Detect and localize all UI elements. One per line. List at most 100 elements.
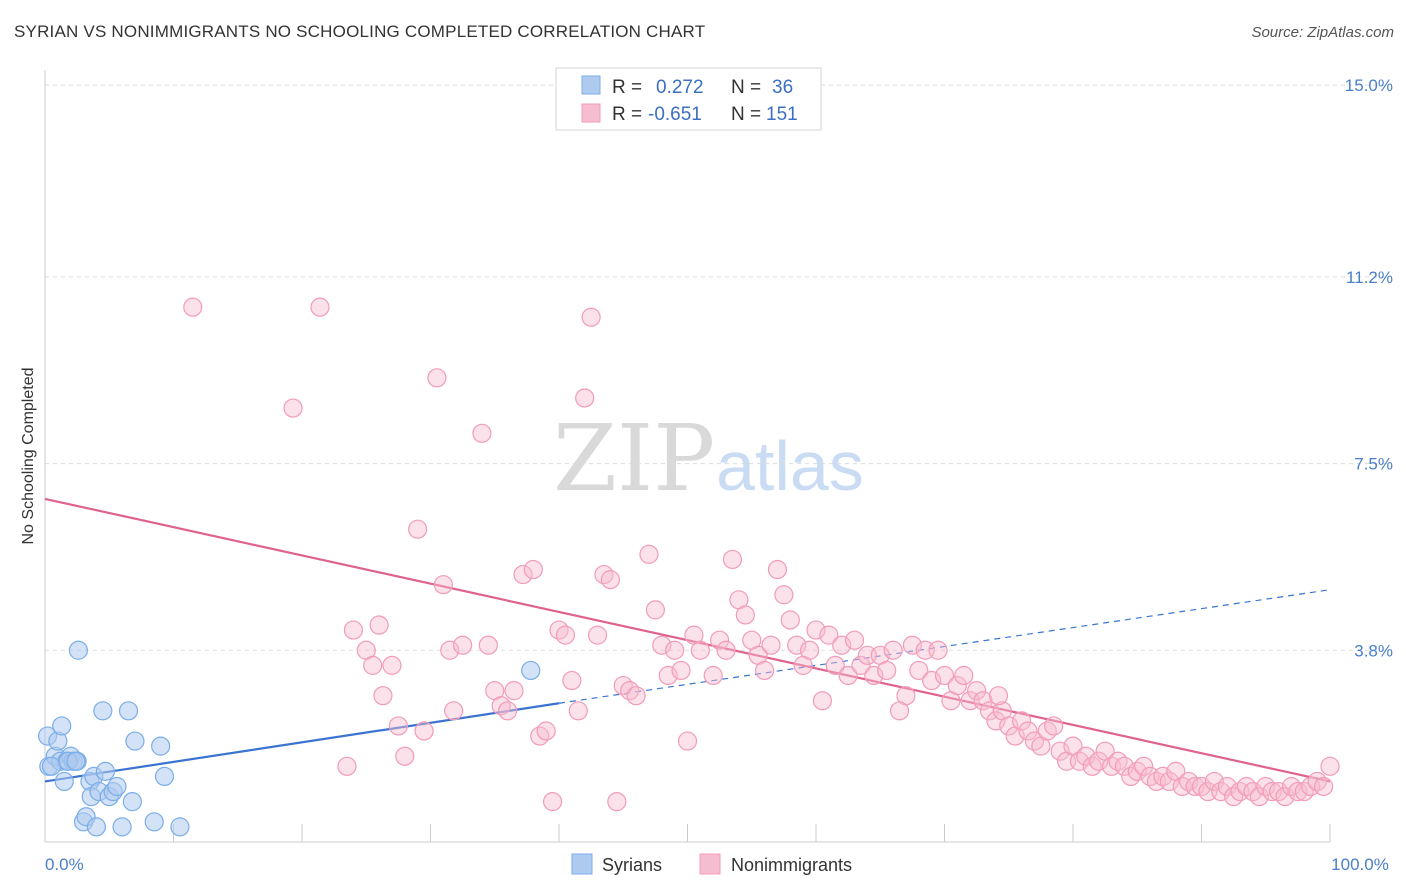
data-point-nonimmigrants xyxy=(988,686,1009,706)
data-point-nonimmigrants xyxy=(1134,756,1154,776)
data-point-nonimmigrants xyxy=(639,544,659,564)
data-point-nonimmigrants xyxy=(677,731,698,751)
data-point-nonimmigrants xyxy=(444,701,464,721)
data-point-nonimmigrants xyxy=(363,655,383,675)
data-point-syrians xyxy=(66,751,86,771)
watermark-zip: ZIP xyxy=(553,405,715,512)
data-point-nonimmigrants xyxy=(587,625,608,645)
data-point-syrians xyxy=(112,817,132,837)
data-point-nonimmigrants xyxy=(1249,786,1269,807)
data-point-nonimmigrants xyxy=(1050,741,1070,761)
data-point-nonimmigrants xyxy=(722,549,743,570)
data-point-nonimmigrants xyxy=(343,620,363,640)
data-point-nonimmigrants xyxy=(928,640,948,660)
data-point-nonimmigrants xyxy=(1018,721,1038,741)
data-point-nonimmigrants xyxy=(799,640,820,660)
data-point-syrians xyxy=(521,660,541,681)
data-point-nonimmigrants xyxy=(922,670,942,691)
data-point-nonimmigrants xyxy=(1256,776,1276,797)
data-point-nonimmigrants xyxy=(1281,776,1302,797)
data-point-nonimmigrants xyxy=(787,635,807,655)
data-point-nonimmigrants xyxy=(504,681,524,701)
y-axis-label: No Schooling Completed xyxy=(20,368,37,545)
data-point-nonimmigrants xyxy=(523,559,543,580)
data-point-nonimmigrants xyxy=(883,640,903,660)
data-point-syrians xyxy=(107,776,127,797)
data-point-nonimmigrants xyxy=(337,756,357,776)
legend-r-label-nonimmigrants: R = xyxy=(612,104,642,125)
data-point-syrians xyxy=(93,701,113,721)
data-point-nonimmigrants xyxy=(909,660,929,681)
bottom-legend-swatch-syrians xyxy=(571,853,593,875)
data-point-nonimmigrants xyxy=(440,640,460,660)
data-point-nonimmigrants xyxy=(549,620,569,640)
legend-swatch-syrians xyxy=(581,75,601,95)
data-point-nonimmigrants xyxy=(819,625,839,645)
data-point-nonimmigrants xyxy=(947,675,967,696)
y-ticks: 3.8% 7.5% 11.2% 15.0% xyxy=(1345,76,1393,660)
trendline-nonimmigrants xyxy=(44,497,1331,783)
data-point-nonimmigrants xyxy=(542,792,563,812)
axes xyxy=(44,70,1331,843)
data-point-nonimmigrants xyxy=(1191,776,1212,797)
data-point-nonimmigrants xyxy=(600,570,621,590)
data-point-nonimmigrants xyxy=(1320,756,1340,776)
data-point-nonimmigrants xyxy=(620,681,640,701)
legend: R = 0.272 N = 36 R = -0.651 N = 151 xyxy=(555,67,822,131)
data-point-syrians xyxy=(54,771,74,792)
legend-r-value-nonimmigrants: -0.651 xyxy=(648,104,702,125)
data-point-nonimmigrants xyxy=(652,635,672,655)
data-point-nonimmigrants xyxy=(613,675,633,696)
data-point-nonimmigrants xyxy=(665,640,685,660)
bottom-legend-label-syrians: Syrians xyxy=(602,855,662,875)
bottom-legend-label-nonimmigrants: Nonimmigrants xyxy=(731,855,852,875)
data-point-nonimmigrants xyxy=(973,691,993,711)
data-point-syrians xyxy=(125,731,145,751)
y-tick-label: 7.5% xyxy=(1354,455,1393,474)
data-point-nonimmigrants xyxy=(877,660,897,681)
data-point-nonimmigrants xyxy=(1159,771,1179,792)
data-point-nonimmigrants xyxy=(594,564,614,585)
data-point-nonimmigrants xyxy=(1076,746,1096,766)
bottom-legend: Syrians Nonimmigrants xyxy=(571,853,852,875)
chart-title: SYRIAN VS NONIMMIGRANTS NO SCHOOLING COM… xyxy=(14,22,706,41)
data-point-nonimmigrants xyxy=(1121,766,1141,787)
data-point-nonimmigrants xyxy=(183,297,203,317)
data-point-nonimmigrants xyxy=(1069,751,1090,771)
data-point-nonimmigrants xyxy=(575,388,595,408)
data-point-nonimmigrants xyxy=(954,665,974,686)
data-point-nonimmigrants xyxy=(1204,771,1224,792)
legend-n-value-syrians: 36 xyxy=(772,77,793,98)
x-ticks: 0.0% 100.0% xyxy=(45,855,1389,874)
data-point-nonimmigrants xyxy=(433,575,453,595)
data-point-nonimmigrants xyxy=(1217,776,1237,797)
data-point-nonimmigrants xyxy=(864,665,884,686)
data-point-nonimmigrants xyxy=(1307,771,1327,792)
watermark-atlas: atlas xyxy=(716,427,864,505)
data-point-syrians xyxy=(68,640,89,660)
data-point-nonimmigrants xyxy=(806,620,826,640)
data-point-nonimmigrants xyxy=(478,635,498,655)
data-point-nonimmigrants xyxy=(761,635,781,655)
data-point-nonimmigrants xyxy=(388,716,408,736)
data-point-nonimmigrants xyxy=(1236,776,1257,797)
data-point-nonimmigrants xyxy=(780,610,800,630)
data-point-nonimmigrants xyxy=(607,792,627,812)
data-point-nonimmigrants xyxy=(562,670,582,691)
data-point-nonimmigrants xyxy=(967,681,987,701)
data-point-nonimmigrants xyxy=(1224,786,1244,807)
data-point-nonimmigrants xyxy=(1114,756,1135,776)
legend-r-value-syrians: 0.272 xyxy=(656,77,704,98)
data-point-nonimmigrants xyxy=(844,630,865,650)
data-point-syrians xyxy=(86,817,107,837)
data-point-nonimmigrants xyxy=(1294,781,1314,802)
data-point-nonimmigrants xyxy=(735,605,755,625)
data-point-nonimmigrants xyxy=(513,564,533,585)
legend-swatch-nonimmigrants xyxy=(581,103,601,123)
data-point-syrians xyxy=(52,716,72,736)
data-point-nonimmigrants xyxy=(754,660,775,681)
data-point-syrians xyxy=(122,792,142,812)
chart-source: Source: ZipAtlas.com xyxy=(1251,24,1394,41)
trendline-extension-syrians xyxy=(558,589,1331,704)
data-point-nonimmigrants xyxy=(1185,776,1205,797)
